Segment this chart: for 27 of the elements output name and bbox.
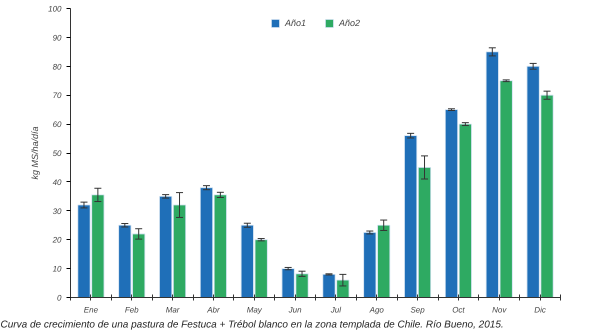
text: Curva de crecimiento de una pastura de Festuca + Trébol blanco en la zona templada de Chile. Río Bueno, 2015. [0, 320, 504, 330]
x-tick-label: Oct [452, 306, 466, 314]
y-tick-label: 80 [52, 62, 62, 72]
x-tick-label: Jun [288, 306, 302, 314]
y-tick-label: 20 [52, 236, 62, 245]
y-tick-label: 50 [52, 149, 62, 158]
x-tick-label: Abr [206, 306, 220, 314]
legend-label: Año2 [339, 18, 360, 28]
legend-label: Año1 [284, 18, 306, 28]
y-tick-label: 70 [52, 91, 62, 100]
y-tick-label: 90 [52, 33, 62, 42]
y-tick-label: 60 [52, 120, 62, 130]
x-tick-label: Feb [124, 306, 140, 314]
x-tick-label: Ene [84, 306, 99, 314]
y-axis-title: kg MS/ha/día [30, 126, 40, 180]
x-tick-label: Nov [492, 306, 508, 314]
x-tick-label: Jul [330, 306, 342, 314]
x-tick-label: Mar [166, 306, 180, 314]
x-tick-label: Dic [534, 306, 546, 314]
x-tick-label: May [246, 306, 263, 314]
y-tick-label: 40 [52, 178, 62, 187]
y-tick-label: 100 [48, 4, 62, 14]
x-tick-label: Sep [410, 306, 426, 314]
y-tick-label: 30 [52, 206, 62, 216]
y-tick-label: 10 [52, 264, 62, 274]
y-tick-label: 0 [57, 294, 62, 302]
x-tick-label: Ago [368, 306, 384, 314]
